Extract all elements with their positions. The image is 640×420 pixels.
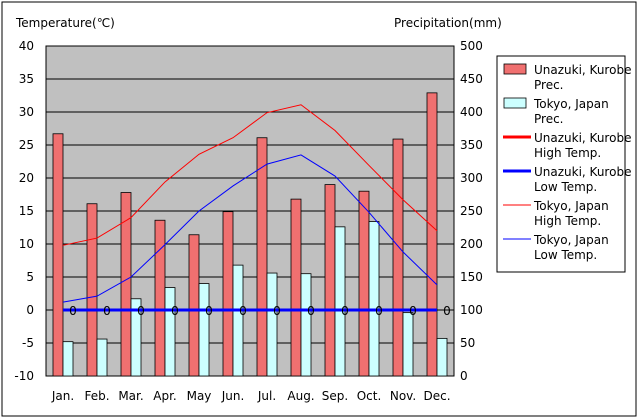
legend-label-2-line2: High Temp. [534, 146, 601, 160]
bar-s0-0 [52, 133, 64, 377]
precipitation-axis-label: Precipitation(mm) [394, 16, 502, 30]
legend-label-3-line2: Low Temp. [534, 180, 597, 194]
zero-label-4: 0 [205, 304, 213, 318]
temperature-axis-label: Temperature(℃) [15, 16, 115, 30]
legend-swatch-0 [503, 63, 527, 75]
precipitation-tick-labels: 0 50 100 150 200 250 300 350 400 450 500 [460, 39, 483, 383]
line-series-3 [62, 154, 438, 303]
precipitation-tick-4: 200 [460, 237, 483, 251]
month-label-2: Mar. [118, 389, 143, 403]
legend-label-4-line1: Tokyo, Japan [533, 199, 609, 213]
bar-s0-10 [392, 138, 404, 377]
precipitation-tick-8: 400 [460, 105, 483, 119]
temperature-tick-6: 20 [19, 171, 34, 185]
precipitation-tick-10: 500 [460, 39, 483, 53]
legend-box [496, 55, 626, 273]
legend-label-1-line2: Prec. [534, 112, 564, 126]
bar-s0-2 [120, 192, 132, 377]
legend-label-2-line1: Unazuki, Kurobe [534, 131, 631, 145]
precipitation-tick-7: 350 [460, 138, 483, 152]
legend-label-5-line1: Tokyo, Japan [533, 233, 609, 247]
bar-s0-6 [256, 137, 268, 377]
legend-label-1-line1: Tokyo, Japan [533, 97, 609, 111]
legend-label-0-line1: Unazuki, Kurobe [534, 63, 631, 77]
month-label-7: Aug. [287, 389, 314, 403]
temperature-tick-5: 15 [19, 204, 34, 218]
bar-s1-3 [164, 287, 176, 377]
bar-s1-5 [232, 264, 244, 377]
zero-label-5: 0 [239, 304, 247, 318]
month-label-0: Jan. [51, 389, 74, 403]
bar-s0-1 [86, 203, 98, 377]
temperature-tick-0: -10 [14, 369, 34, 383]
zero-label-3: 0 [171, 304, 179, 318]
precipitation-tick-6: 300 [460, 171, 483, 185]
bar-s1-11 [436, 337, 448, 377]
bar-s1-7 [300, 273, 312, 377]
month-label-8: Sep. [322, 389, 348, 403]
bar-s1-10 [402, 312, 414, 377]
bar-s1-0 [62, 341, 74, 377]
bar-s0-3 [154, 219, 166, 377]
month-label-1: Feb. [84, 389, 109, 403]
month-label-3: Apr. [153, 389, 176, 403]
zero-label-10: 0 [409, 304, 417, 318]
legend-label-0-line2: Prec. [534, 78, 564, 92]
zero-label-1: 0 [103, 304, 111, 318]
month-label-4: May [187, 389, 212, 403]
bar-s0-9 [358, 190, 370, 377]
bar-s0-8 [324, 184, 336, 377]
temperature-tick-10: 40 [19, 39, 34, 53]
zero-label-8: 0 [341, 304, 349, 318]
bar-s1-6 [266, 272, 278, 377]
precipitation-tick-5: 250 [460, 204, 483, 218]
bar-s1-8 [334, 226, 346, 377]
zero-label-11: 0 [443, 304, 451, 318]
bar-s1-4 [198, 283, 210, 377]
zero-label-0: 0 [69, 304, 77, 318]
legend-label-5-line2: Low Temp. [534, 248, 597, 262]
month-label-6: Jul. [257, 389, 276, 403]
temperature-tick-8: 30 [19, 105, 34, 119]
bar-s0-5 [222, 211, 234, 377]
temperature-tick-3: 5 [26, 270, 34, 284]
temperature-tick-1: -5 [22, 336, 34, 350]
temperature-tick-7: 25 [19, 138, 34, 152]
month-tick-labels: Jan. Feb. Mar. Apr. May Jun. Jul. Aug. Sep. Oct. N… [51, 389, 451, 403]
month-label-5: Jun. [221, 389, 245, 403]
bar-s1-2 [130, 298, 142, 377]
legend-label-4-line2: High Temp. [534, 214, 601, 228]
legend-swatch-1 [503, 97, 527, 109]
precipitation-bars [52, 92, 448, 377]
bar-s0-7 [290, 198, 302, 377]
bar-s1-9 [368, 221, 380, 377]
bar-s0-4 [188, 234, 200, 377]
month-label-11: Dec. [423, 389, 450, 403]
bar-s0-11 [426, 92, 438, 377]
temperature-tick-2: 0 [26, 303, 34, 317]
line-series-2 [62, 104, 438, 246]
month-label-9: Oct. [357, 389, 382, 403]
precipitation-tick-0: 0 [460, 369, 468, 383]
temperature-lines [62, 104, 438, 312]
temperature-tick-4: 10 [19, 237, 34, 251]
zero-value-labels: 0 0 0 0 0 0 0 0 0 0 0 0 [69, 304, 451, 318]
zero-label-2: 0 [137, 304, 145, 318]
precipitation-tick-3: 150 [460, 270, 483, 284]
legend-label-3-line1: Unazuki, Kurobe [534, 165, 631, 179]
temperature-tick-labels: -10 -5 0 5 10 15 20 25 30 35 40 [14, 39, 34, 383]
precipitation-tick-1: 50 [460, 336, 475, 350]
bar-s1-1 [96, 338, 108, 377]
precipitation-tick-9: 450 [460, 72, 483, 86]
zero-label-9: 0 [375, 304, 383, 318]
temperature-tick-9: 35 [19, 72, 34, 86]
precipitation-tick-2: 100 [460, 303, 483, 317]
zero-label-7: 0 [307, 304, 315, 318]
month-label-10: Nov. [390, 389, 416, 403]
zero-label-6: 0 [273, 304, 281, 318]
